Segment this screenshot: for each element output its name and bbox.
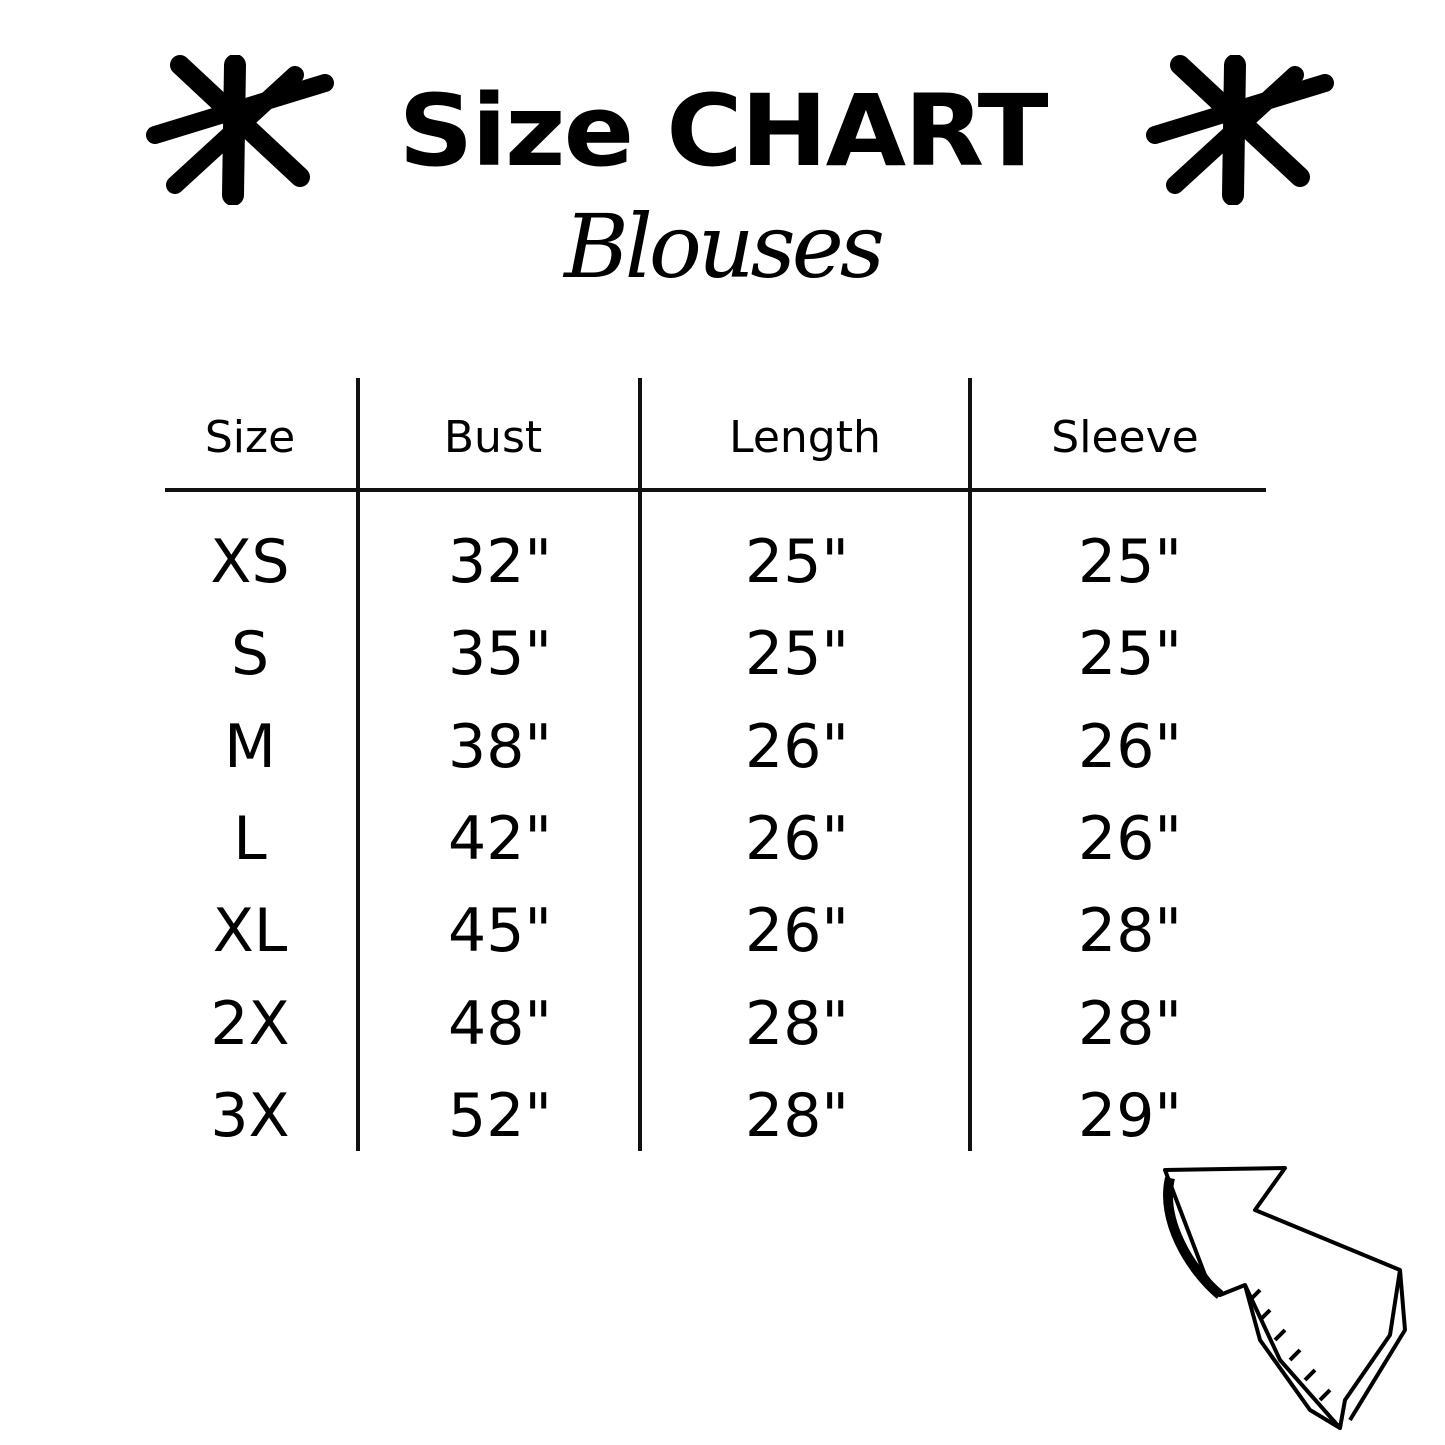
table-cell-length: 26" bbox=[745, 711, 849, 782]
table-cell-length: 25" bbox=[745, 619, 849, 690]
table-cell-size: 2X bbox=[210, 988, 290, 1059]
arrow-up-left-icon bbox=[1163, 1166, 1407, 1430]
table-cell-length: 25" bbox=[745, 527, 849, 597]
page-title: Size CHART bbox=[398, 73, 1048, 189]
column-header-bust: Bust bbox=[443, 412, 543, 463]
table-cell-sleeve: 28" bbox=[1078, 896, 1182, 967]
table-cell-size: M bbox=[224, 711, 276, 782]
table-cell-bust: 45" bbox=[448, 896, 552, 967]
table-cell-sleeve: 26" bbox=[1078, 803, 1182, 874]
table-cell-size: 3X bbox=[210, 1080, 290, 1151]
table-cell-bust: 32" bbox=[448, 527, 552, 597]
table-cell-size: S bbox=[230, 619, 270, 690]
table-cell-length: 26" bbox=[745, 803, 849, 874]
table-cell-length: 28" bbox=[745, 988, 849, 1059]
table-cell-sleeve: 29" bbox=[1078, 1080, 1182, 1151]
column-divider bbox=[638, 378, 642, 1151]
table-cell-bust: 38" bbox=[448, 711, 552, 782]
table-cell-bust: 52" bbox=[448, 1080, 552, 1151]
header-divider bbox=[165, 488, 1266, 492]
column-header-length: Length bbox=[729, 412, 881, 463]
table-cell-bust: 48" bbox=[448, 988, 552, 1059]
asterisk-icon-right bbox=[1146, 55, 1334, 205]
column-divider bbox=[356, 378, 360, 1151]
table-cell-length: 26" bbox=[745, 896, 849, 967]
column-divider bbox=[968, 378, 972, 1151]
table-cell-sleeve: 25" bbox=[1078, 619, 1182, 690]
asterisk-icon-left bbox=[146, 55, 334, 205]
table-cell-size: L bbox=[233, 803, 267, 874]
column-header-sleeve: Sleeve bbox=[1051, 412, 1199, 463]
table-cell-sleeve: 26" bbox=[1078, 711, 1182, 782]
table-cell-sleeve: 28" bbox=[1078, 988, 1182, 1059]
table-cell-bust: 42" bbox=[448, 803, 552, 874]
page-subtitle: Blouses bbox=[564, 195, 885, 298]
table-cell-size: XS bbox=[210, 527, 290, 597]
table-cell-length: 28" bbox=[745, 1080, 849, 1151]
table-cell-sleeve: 25" bbox=[1078, 527, 1182, 597]
table-cell-size: XL bbox=[212, 896, 288, 967]
column-header-size: Size bbox=[204, 412, 296, 463]
table-cell-bust: 35" bbox=[448, 619, 552, 690]
